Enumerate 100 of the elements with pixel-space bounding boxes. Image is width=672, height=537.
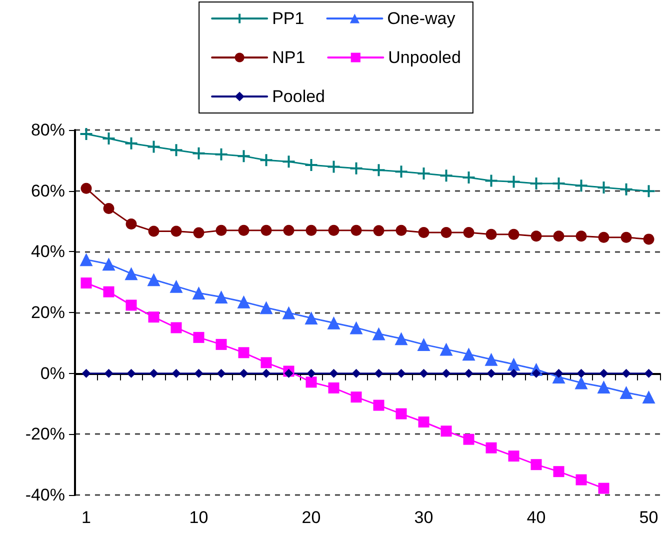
point: [146, 140, 161, 154]
point: [260, 357, 272, 368]
point: [170, 322, 182, 334]
y-tick-label: -20%: [25, 424, 65, 444]
point: [576, 368, 586, 378]
point: [442, 368, 451, 378]
point: [80, 277, 92, 288]
point: [394, 332, 408, 346]
point: [372, 327, 386, 340]
point: [192, 146, 206, 160]
point: [396, 368, 406, 378]
point: [373, 400, 384, 411]
point: [193, 332, 204, 343]
legend-label: NP1: [272, 48, 306, 67]
point: [214, 290, 228, 304]
point: [574, 376, 588, 390]
x-tick-label: 1: [82, 508, 91, 527]
y-tick-label: 60%: [30, 181, 65, 200]
point: [484, 174, 498, 188]
point: [169, 143, 184, 158]
point: [350, 321, 363, 334]
point: [439, 168, 454, 183]
point: [79, 126, 94, 141]
legend-label: Pooled: [272, 87, 326, 106]
x-tick-label: 40: [526, 508, 546, 527]
point: [642, 390, 656, 404]
point: [304, 311, 318, 324]
y-tick-label: 20%: [30, 303, 65, 322]
point: [282, 306, 296, 320]
point: [486, 368, 496, 378]
legend-label: Unpooled: [388, 48, 461, 67]
point: [216, 368, 226, 378]
point: [328, 382, 340, 394]
point: [508, 228, 520, 240]
legend-label: PP1: [272, 9, 304, 28]
point: [306, 368, 316, 378]
point: [622, 368, 631, 378]
point: [440, 426, 452, 437]
point: [620, 232, 632, 243]
point: [599, 368, 608, 378]
y-tick-label: 80%: [30, 120, 65, 140]
point: [418, 416, 430, 428]
point: [643, 234, 654, 245]
point: [509, 368, 518, 378]
point: [170, 226, 182, 237]
point: [644, 368, 654, 378]
point: [350, 224, 362, 236]
point: [440, 227, 452, 238]
point: [216, 224, 227, 236]
point: [373, 225, 384, 236]
point: [216, 338, 227, 350]
point: [530, 230, 542, 242]
point: [416, 166, 431, 180]
point: [554, 368, 564, 378]
point: [440, 342, 453, 356]
point: [103, 286, 114, 298]
point: [283, 224, 294, 236]
point: [553, 230, 564, 242]
point: [149, 368, 158, 378]
point: [102, 258, 116, 271]
point: [104, 368, 114, 378]
point: [576, 230, 587, 242]
point: [238, 224, 250, 236]
point: [82, 368, 91, 378]
point: [396, 224, 407, 236]
point: [372, 163, 386, 178]
point: [282, 154, 296, 169]
point: [260, 224, 272, 236]
point: [124, 267, 138, 280]
point: [238, 347, 250, 358]
point: [642, 184, 656, 198]
point: [462, 170, 476, 184]
x-tick-label: 10: [189, 508, 208, 527]
point: [236, 149, 251, 164]
point: [327, 316, 340, 330]
point: [194, 368, 204, 378]
point: [463, 434, 474, 445]
point: [103, 202, 114, 214]
point: [597, 380, 610, 394]
point: [349, 161, 364, 176]
point: [172, 368, 181, 378]
point: [80, 182, 92, 194]
point: [417, 338, 430, 351]
point: [464, 368, 474, 378]
point: [374, 368, 384, 378]
point: [259, 153, 274, 168]
point: [126, 300, 137, 311]
point: [126, 368, 136, 378]
point: [102, 132, 116, 146]
point: [260, 301, 273, 314]
point: [262, 368, 271, 378]
point: [329, 368, 338, 378]
point: [306, 224, 317, 236]
point: [239, 368, 248, 378]
point: [530, 459, 542, 470]
point: [598, 482, 610, 494]
point: [486, 228, 497, 240]
point: [350, 392, 362, 403]
x-tick-label: 50: [639, 508, 658, 527]
point: [394, 164, 408, 179]
